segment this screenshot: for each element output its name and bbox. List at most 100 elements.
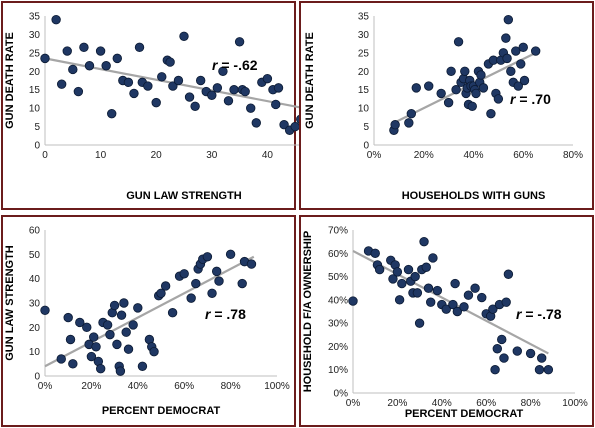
x-tick-label: 30 [206, 150, 218, 161]
x-tick-label: 60% [174, 381, 194, 392]
x-axis-label: PERCENT DEMOCRAT [102, 405, 221, 417]
x-tick-label: 10 [95, 150, 107, 161]
y-tick-label: 20 [29, 67, 41, 78]
x-tick-label: 60% [476, 398, 496, 409]
data-point [451, 85, 461, 95]
data-point [149, 346, 159, 357]
data-point [448, 299, 458, 310]
data-point [56, 79, 67, 89]
y-tick-label: 0% [334, 389, 349, 400]
data-point [195, 75, 206, 86]
scatter-panel-2: 0% 20% 40% 60% 80% 0 5 10 15 20 25 30 35 r = .70 HOUSE… [299, 1, 594, 210]
data-point [225, 249, 236, 260]
data-point [121, 327, 131, 337]
panel-frame [1, 1, 296, 210]
data-point [397, 278, 407, 289]
data-point [251, 118, 261, 128]
data-point [519, 75, 530, 86]
y-tick-label: 70% [328, 226, 348, 237]
x-tick-label: 80% [563, 150, 583, 161]
data-point [414, 318, 425, 328]
data-point [105, 329, 115, 340]
data-point [128, 320, 138, 330]
data-point [112, 339, 122, 350]
data-point [501, 297, 511, 307]
x-axis-label: HOUSEHOLDS WITH GUNS [402, 190, 546, 202]
x-tick-label: 40% [463, 150, 483, 161]
data-point [419, 236, 429, 247]
data-point [423, 283, 434, 293]
data-point [179, 31, 189, 41]
data-point [246, 259, 257, 269]
data-point [432, 285, 443, 296]
data-point [476, 70, 486, 80]
scatter-panel-3: 0% 20% 40% 60% 80% 100% 0 10 20 30 40 50 60 r = .78 PE… [1, 215, 296, 427]
x-tick-label: 20 [151, 150, 163, 161]
data-point [394, 295, 405, 305]
data-point [95, 46, 106, 56]
data-point [109, 300, 120, 311]
data-point [470, 283, 480, 293]
data-point [68, 359, 78, 369]
x-tick-label: 80% [221, 381, 241, 392]
data-point [446, 66, 456, 76]
data-point [95, 364, 106, 374]
data-point [428, 253, 438, 263]
data-point [40, 53, 50, 64]
data-point [173, 75, 184, 86]
y-tick-label: 30 [29, 30, 41, 41]
data-point [436, 88, 446, 99]
data-point [441, 304, 451, 314]
data-point [412, 288, 423, 298]
data-point [403, 264, 414, 275]
data-point [165, 57, 175, 67]
data-point [506, 66, 516, 76]
data-point [513, 81, 523, 91]
x-tick-label: 80% [521, 398, 541, 409]
y-tick-label: 15 [29, 85, 41, 96]
data-point [493, 94, 504, 104]
data-point [390, 120, 400, 130]
y-tick-label: 40% [328, 295, 348, 306]
y-tick-label: 15 [358, 85, 370, 96]
data-point [143, 81, 153, 91]
data-point [234, 37, 245, 47]
y-tick-label: 10 [358, 104, 370, 115]
data-point [443, 97, 454, 108]
data-point [156, 288, 166, 298]
data-point [262, 73, 273, 84]
y-tick-label: 30 [29, 299, 41, 310]
y-tick-label: 25 [358, 48, 370, 59]
y-tick-label: 30% [328, 319, 348, 330]
y-tick-label: 0 [34, 372, 40, 383]
data-point [279, 120, 289, 130]
data-point [179, 269, 189, 279]
scatter-panel-4: 0% 20% 40% 60% 80% 100% 0% 10% 20% 30% 40% 50% 60% 70… [299, 215, 594, 427]
data-point [492, 344, 503, 354]
data-point [102, 320, 113, 330]
data-point [82, 322, 92, 333]
data-point [290, 121, 300, 132]
data-point [190, 101, 200, 112]
x-tick-label: 20% [387, 398, 407, 409]
data-point [512, 346, 522, 356]
data-point [410, 271, 420, 282]
data-point [212, 83, 223, 93]
data-point [370, 248, 380, 258]
y-tick-label: 0 [363, 141, 369, 152]
y-tick-label: 0 [34, 141, 40, 152]
data-point [452, 306, 463, 317]
data-point [486, 108, 496, 119]
data-point [388, 274, 398, 284]
data-point [89, 332, 99, 342]
y-axis-label: GUN DEATH RATE [4, 32, 16, 129]
data-point [488, 304, 498, 314]
data-point [534, 365, 545, 375]
data-point [490, 365, 500, 375]
x-tick-label: 100% [562, 398, 588, 409]
data-point [112, 53, 122, 64]
data-point [271, 99, 281, 110]
data-point [115, 366, 126, 376]
